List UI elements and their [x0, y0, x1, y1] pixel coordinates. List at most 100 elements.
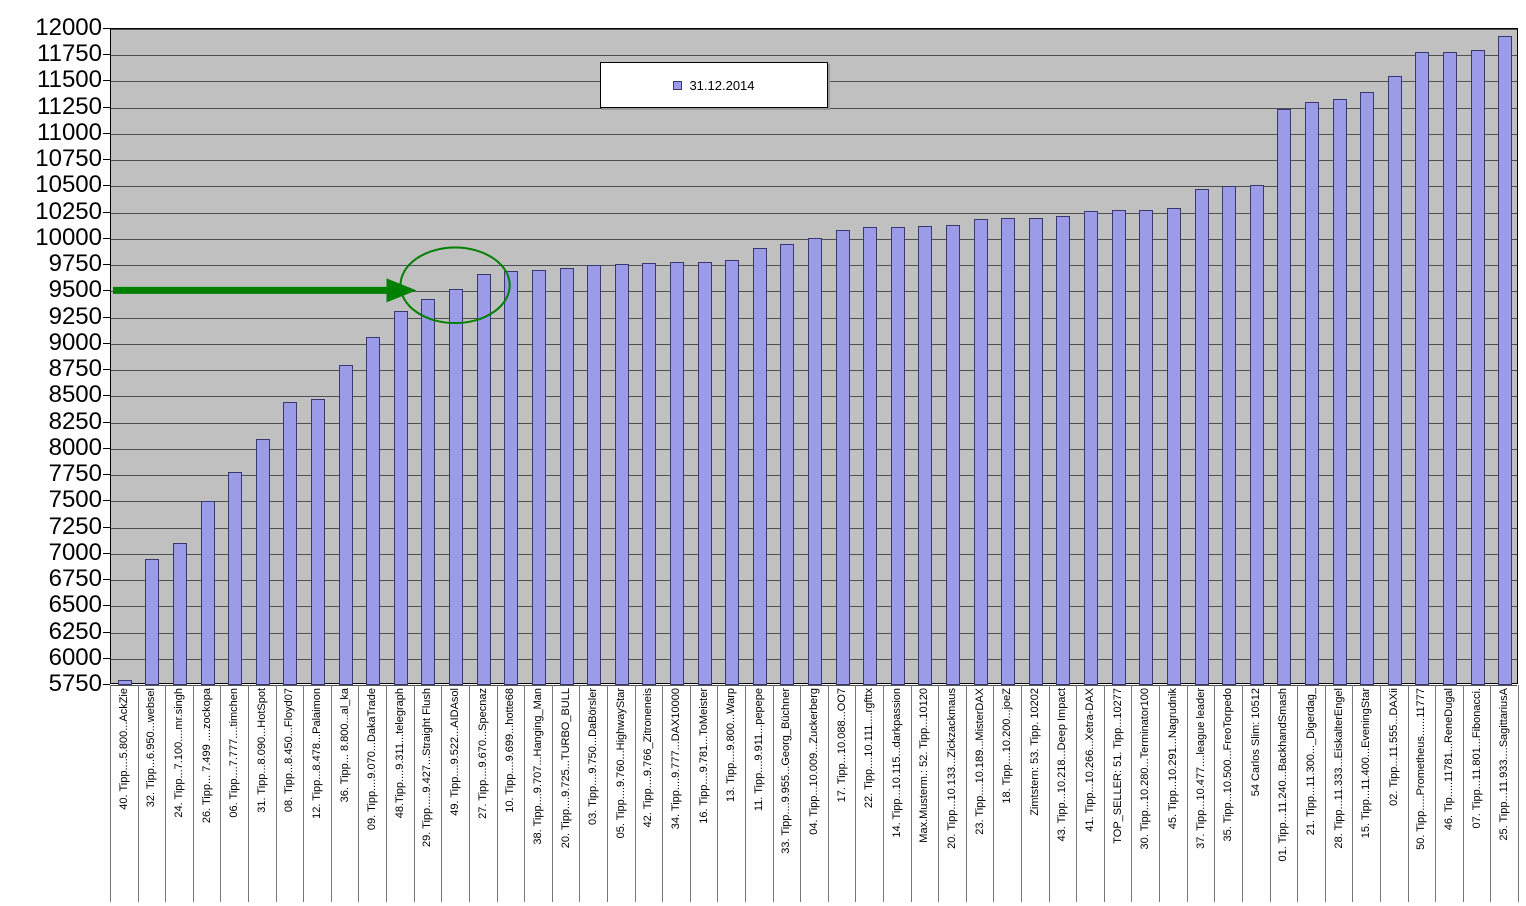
category-separator-line	[386, 685, 388, 902]
gridline	[111, 55, 1517, 57]
y-axis-tick	[103, 211, 110, 213]
y-axis-tick	[103, 264, 110, 266]
gridline	[111, 107, 1517, 109]
bar	[614, 264, 629, 685]
category-separator-line	[413, 685, 415, 902]
y-axis-tick-label: 10500	[35, 171, 102, 199]
y-axis-tick	[103, 605, 110, 607]
y-axis-tick	[103, 526, 110, 528]
y-axis-tick	[103, 631, 110, 633]
category-separator-line	[1131, 685, 1133, 902]
category-separator-line	[965, 685, 967, 902]
category-separator-line	[1021, 685, 1023, 902]
x-axis-category-label: 12. Tipp...8.478...Palaimon	[311, 688, 324, 819]
y-axis-tick	[103, 552, 110, 554]
x-axis-category-label: 36. Tipp... 8.800...al_ka	[338, 688, 351, 803]
bar	[228, 472, 243, 685]
y-axis-tick	[103, 657, 110, 659]
x-axis-category-label: 26. Tipp... 7.499 ....zockopa	[200, 688, 213, 824]
x-axis-category-label: 13. Tipp....9.800...Warp	[725, 688, 738, 802]
x-axis-category-label: 04. Tipp...10.009...Zuckerberg	[808, 688, 820, 835]
bar	[504, 270, 519, 685]
y-axis-tick	[103, 132, 110, 134]
bar	[946, 224, 961, 685]
y-axis-tick	[103, 447, 110, 449]
legend: 31.12.2014	[600, 62, 828, 108]
category-separator-line	[165, 685, 167, 902]
category-separator-line	[303, 685, 305, 902]
x-axis-category-label: 22. Tipp....10.111....rgfttx	[863, 688, 876, 809]
x-axis-category-label: 43. Tipp...10.218...Deep Impact	[1056, 688, 1069, 842]
category-separator-line	[772, 685, 774, 902]
x-axis-category-label: Zimtstern: 53. Tipp. 10202	[1028, 688, 1041, 816]
y-axis-tick-label: 6750	[48, 565, 102, 593]
y-axis-tick-label: 11250	[37, 92, 102, 120]
x-axis-category-label: 09. Tipp....9.070...DakaTrade	[366, 688, 379, 831]
bar	[890, 226, 905, 685]
bar	[338, 364, 353, 685]
gridline	[111, 29, 1517, 30]
bar	[752, 248, 767, 685]
x-axis-category-label: 50. Tipp.....Prometheus......11777	[1415, 688, 1428, 850]
x-axis-category-label: 14. Tipp...10.115...darkpassion	[890, 688, 903, 838]
y-axis-tick	[103, 290, 110, 292]
category-separator-line	[1159, 685, 1161, 902]
category-separator-line	[248, 685, 250, 902]
x-axis-category-label: 54 Carlos Slim: 10512	[1249, 688, 1262, 797]
bar	[587, 265, 602, 685]
x-axis-category-label: 28. Tipp...11.333...EiskalterEngel	[1332, 688, 1345, 849]
y-axis-tick	[103, 421, 110, 423]
bar	[1277, 108, 1292, 685]
category-separator-line	[1048, 685, 1050, 902]
bar	[283, 401, 298, 685]
y-axis-tick-label: 9500	[48, 276, 102, 304]
gridline	[111, 186, 1517, 188]
x-axis-category-label: 46. Tip.....11781...ReneDugal	[1442, 688, 1455, 831]
x-axis-category-label: 15. Tipp...11.400...EveningStar	[1360, 688, 1373, 839]
x-axis-category-label: 10. Tipp....9.699...hotte68	[504, 688, 517, 813]
y-axis-tick-label: 11500	[37, 66, 102, 94]
category-separator-line	[110, 685, 111, 902]
category-separator-line	[910, 685, 912, 902]
y-axis-tick	[103, 684, 110, 685]
x-axis-category-label: 17. Tipp...10.088...OO7	[835, 688, 848, 803]
bar	[1084, 211, 1099, 685]
gridline	[111, 685, 1517, 686]
x-axis-category-label: 40. Tipp....5.800...AckZie	[117, 688, 130, 810]
category-separator-line	[1518, 685, 1519, 902]
bar	[311, 398, 326, 685]
x-axis-category-label: 29. Tipp.....9.427...Straight Flush	[421, 688, 434, 847]
x-axis-category-label: 05. Tipp....9.760...HighwayStar	[614, 688, 627, 839]
y-axis-tick-label: 6500	[48, 591, 102, 619]
x-axis-category-label: 30. Tipp...10.280...Terminator100	[1139, 688, 1152, 850]
bar	[697, 261, 712, 685]
category-separator-line	[1269, 685, 1271, 902]
x-axis-category-label: Max.Musterm.: 52. Tipp...10120	[918, 688, 931, 843]
bar	[476, 273, 491, 685]
bar	[531, 269, 546, 685]
bar	[863, 227, 878, 685]
y-axis-tick	[103, 237, 110, 239]
x-axis-category-label: 25. Tipp...11.933....SagittariusA	[1498, 688, 1511, 841]
bar	[725, 259, 740, 685]
category-separator-line	[689, 685, 691, 902]
x-axis-category-label: 20. Tipp....9.725...TURBO_BULL	[559, 688, 572, 849]
x-axis-category-label: 01. Tipp...11.240...BackhandSmash	[1277, 688, 1290, 862]
category-separator-line	[827, 685, 829, 902]
bar	[1111, 209, 1126, 685]
y-axis-tick	[103, 185, 110, 187]
category-separator-line	[1462, 685, 1464, 902]
category-separator-line	[1297, 685, 1299, 902]
x-axis-category-label: 48.Tipp....9.311...telegraph	[393, 688, 406, 819]
x-axis-category-label: 07. Tipp...11.801...Fibonacci.	[1470, 688, 1483, 829]
x-axis-category-label: 37. Tipp...10.477....league leader	[1194, 688, 1207, 849]
y-axis-tick	[103, 500, 110, 502]
plot-area	[110, 28, 1518, 686]
category-separator-line	[275, 685, 277, 902]
category-separator-line	[220, 685, 222, 902]
x-axis-category-label: TOP_SELLER: 51. Tipp...10277	[1111, 688, 1124, 844]
y-axis-tick-label: 7250	[48, 512, 102, 540]
y-axis-tick-label: 7750	[48, 460, 102, 488]
y-axis-tick	[103, 579, 110, 581]
x-axis-category-label: 41. Tipp...10.266...Xetra-DAX	[1084, 688, 1097, 832]
